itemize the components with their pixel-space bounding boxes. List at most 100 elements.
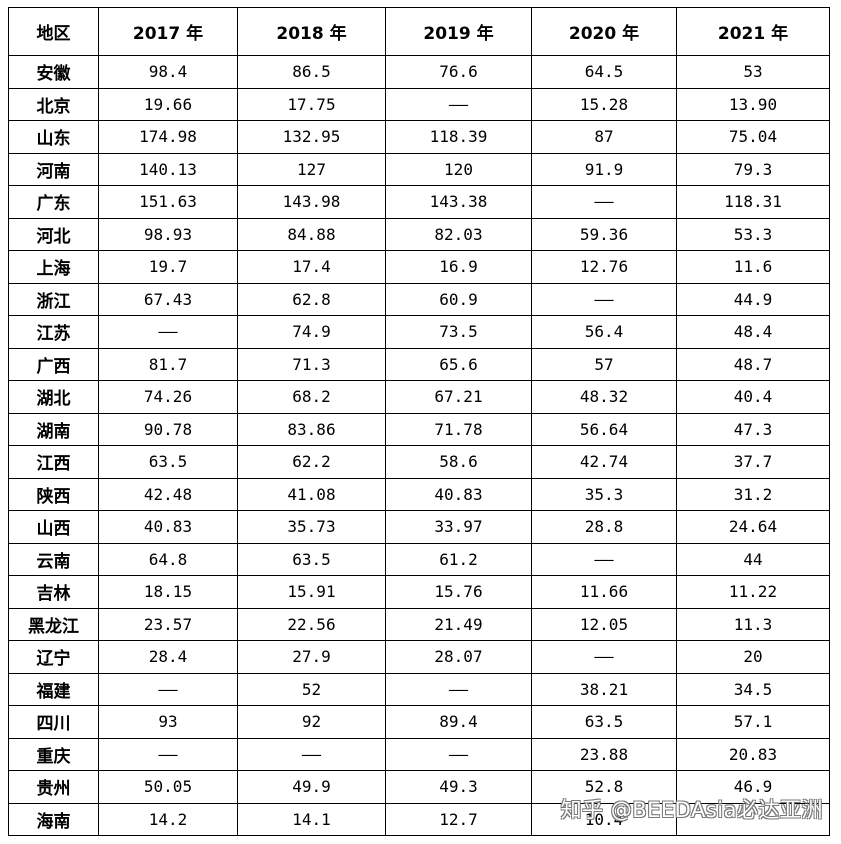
value-cell: 15.91	[237, 575, 386, 609]
value-cell: 53.3	[676, 217, 830, 251]
value-cell: 50.05	[98, 770, 238, 804]
value-cell: 42.48	[98, 477, 238, 511]
value-cell: 61.2	[385, 542, 532, 576]
value-cell: 74.26	[98, 380, 238, 414]
region-cell: 吉林	[8, 575, 99, 609]
value-cell: 35.73	[237, 510, 386, 544]
value-cell: 174.98	[98, 120, 238, 154]
value-cell: 62.2	[237, 445, 386, 479]
region-cell: 黑龙江	[8, 607, 99, 641]
value-cell: 20.83	[676, 737, 830, 771]
column-header-year: 2021 年	[676, 7, 830, 56]
table-row: 吉林 18.15 15.91 15.76 11.66 11.22	[8, 575, 830, 609]
value-cell: 21.49	[385, 607, 532, 641]
region-cell: 上海	[8, 250, 99, 284]
table-row: 河北 98.93 84.88 82.03 59.36 53.3	[8, 217, 830, 251]
value-cell: ——	[98, 737, 238, 771]
region-cell: 河北	[8, 217, 99, 251]
value-cell: ——	[531, 185, 677, 219]
value-cell: 75.04	[676, 120, 830, 154]
region-cell: 北京	[8, 87, 99, 121]
value-cell: 37.7	[676, 445, 830, 479]
value-cell: 12.76	[531, 250, 677, 284]
value-cell: 27.9	[237, 640, 386, 674]
value-cell: 68.2	[237, 380, 386, 414]
value-cell: 23.57	[98, 607, 238, 641]
column-header-year: 2018 年	[237, 7, 386, 56]
value-cell: 11.6	[676, 250, 830, 284]
value-cell: 64.8	[98, 542, 238, 576]
region-cell: 浙江	[8, 282, 99, 316]
value-cell: 76.6	[385, 55, 532, 89]
value-cell: 87	[531, 120, 677, 154]
region-cell: 重庆	[8, 737, 99, 771]
value-cell: ——	[237, 737, 386, 771]
value-cell: 15.28	[531, 87, 677, 121]
value-cell: 17.75	[237, 87, 386, 121]
value-cell: 53	[676, 55, 830, 89]
value-cell: 47.3	[676, 412, 830, 446]
table-row: 浙江 67.43 62.8 60.9 —— 44.9	[8, 282, 830, 316]
value-cell: 48.4	[676, 315, 830, 349]
value-cell: 44.9	[676, 282, 830, 316]
value-cell: 28.8	[531, 510, 677, 544]
value-cell: 22.56	[237, 607, 386, 641]
table-row: 辽宁 28.4 27.9 28.07 —— 20	[8, 640, 830, 674]
region-cell: 广西	[8, 347, 99, 381]
value-cell: 67.43	[98, 282, 238, 316]
value-cell: 10.4	[531, 802, 677, 836]
value-cell: 44	[676, 542, 830, 576]
value-cell: 59.36	[531, 217, 677, 251]
value-cell: 20	[676, 640, 830, 674]
value-cell: ——	[531, 640, 677, 674]
region-cell: 山西	[8, 510, 99, 544]
value-cell: ——	[385, 737, 532, 771]
value-cell: 63.5	[531, 705, 677, 739]
value-cell: 15.76	[385, 575, 532, 609]
value-cell: 82.03	[385, 217, 532, 251]
table-row: 黑龙江 23.57 22.56 21.49 12.05 11.3	[8, 607, 830, 641]
value-cell: 79.3	[676, 152, 830, 186]
table-row: 湖北 74.26 68.2 67.21 48.32 40.4	[8, 380, 830, 414]
value-cell: 118.31	[676, 185, 830, 219]
value-cell: 83.86	[237, 412, 386, 446]
value-cell: 132.95	[237, 120, 386, 154]
value-cell: 31.2	[676, 477, 830, 511]
value-cell: 62.8	[237, 282, 386, 316]
table-row: 福建 —— 52 —— 38.21 34.5	[8, 672, 830, 706]
value-cell: 98.4	[98, 55, 238, 89]
table-row: 安徽 98.4 86.5 76.6 64.5 53	[8, 55, 830, 89]
value-cell: 81.7	[98, 347, 238, 381]
value-cell: 38.21	[531, 672, 677, 706]
value-cell: 92	[237, 705, 386, 739]
value-cell: 12.7	[385, 802, 532, 836]
value-cell: 28.07	[385, 640, 532, 674]
value-cell: 40.83	[98, 510, 238, 544]
table-row: 江苏 —— 74.9 73.5 56.4 48.4	[8, 315, 830, 349]
table-row: 江西 63.5 62.2 58.6 42.74 37.7	[8, 445, 830, 479]
region-cell: 江苏	[8, 315, 99, 349]
value-cell: ——	[98, 315, 238, 349]
value-cell: 63.5	[98, 445, 238, 479]
value-cell: 52	[237, 672, 386, 706]
value-cell: ——	[385, 87, 532, 121]
value-cell: 24.64	[676, 510, 830, 544]
value-cell: 56.64	[531, 412, 677, 446]
region-cell: 福建	[8, 672, 99, 706]
table-row: 北京 19.66 17.75 —— 15.28 13.90	[8, 87, 830, 121]
value-cell: 19.7	[98, 250, 238, 284]
value-cell: 74.9	[237, 315, 386, 349]
region-cell: 海南	[8, 802, 99, 836]
value-cell: 56.4	[531, 315, 677, 349]
region-cell: 河南	[8, 152, 99, 186]
region-cell: 山东	[8, 120, 99, 154]
value-cell: 143.38	[385, 185, 532, 219]
table-row: 湖南 90.78 83.86 71.78 56.64 47.3	[8, 412, 830, 446]
value-cell: 40.4	[676, 380, 830, 414]
region-cell: 湖北	[8, 380, 99, 414]
region-cell: 辽宁	[8, 640, 99, 674]
column-header-year: 2019 年	[385, 7, 532, 56]
value-cell: 28.4	[98, 640, 238, 674]
value-cell: 71.3	[237, 347, 386, 381]
region-cell: 贵州	[8, 770, 99, 804]
